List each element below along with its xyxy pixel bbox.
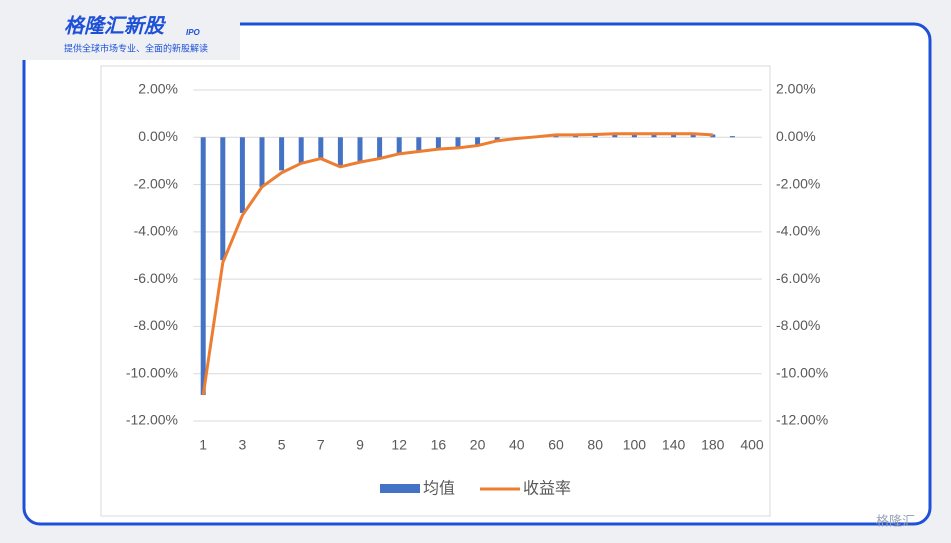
x-tick-label: 7 [317, 437, 325, 453]
bar [337, 137, 343, 166]
y-tick-label: -10.00% [126, 364, 178, 380]
y2-tick-label: -8.00% [776, 317, 820, 333]
legend-label: 收益率 [523, 479, 571, 498]
bar [671, 133, 677, 138]
bar [690, 133, 696, 138]
line [201, 132, 713, 396]
y2-tick-label: -4.00% [776, 223, 820, 239]
bar [631, 133, 637, 138]
bar [239, 137, 245, 213]
bar [298, 137, 304, 164]
watermark: 格隆汇 [876, 514, 915, 530]
x-tick-label: 100 [623, 437, 647, 453]
bar [455, 137, 461, 148]
x-tick-label: 16 [431, 437, 447, 453]
bar [651, 133, 657, 138]
bar [612, 133, 618, 138]
x-tick-label: 9 [356, 437, 364, 453]
y-tick-label: -4.00% [134, 223, 178, 239]
bar [475, 137, 481, 146]
x-tick-label: 400 [740, 437, 764, 453]
x-tick-label: 12 [391, 437, 407, 453]
x-tick-label: 5 [278, 437, 286, 453]
x-tick-label: 40 [509, 437, 525, 453]
y2-tick-label: 2.00% [776, 81, 816, 97]
subtitle: 提供全球市场专业、全面的新股解读 [64, 43, 208, 55]
y2-tick-label: -6.00% [776, 270, 820, 286]
bar [318, 137, 324, 159]
y2-tick-label: -10.00% [776, 364, 828, 380]
bar [435, 137, 441, 150]
y-tick-label: -6.00% [134, 270, 178, 286]
bar [377, 137, 383, 159]
legend-swatch [380, 484, 420, 493]
x-tick-label: 3 [239, 437, 247, 453]
y2-tick-label: -12.00% [776, 412, 828, 428]
plot-area [100, 65, 771, 517]
y-tick-label: 2.00% [138, 81, 178, 97]
y2-tick-label: -2.00% [776, 175, 820, 191]
bar [220, 137, 226, 261]
legend-label: 均值 [423, 479, 455, 498]
bar [592, 134, 598, 138]
x-tick-label: 80 [587, 437, 603, 453]
y-tick-label: -12.00% [126, 412, 178, 428]
x-tick-label: 1 [199, 437, 207, 453]
x-tick-label: 180 [701, 437, 725, 453]
y2-tick-label: 0.00% [776, 128, 816, 144]
bar [279, 137, 285, 171]
bar [200, 137, 206, 395]
bar [553, 136, 559, 138]
x-tick-label: 60 [548, 437, 564, 453]
bar [729, 136, 735, 138]
bar [396, 137, 402, 154]
bar [710, 134, 716, 138]
bar [357, 137, 363, 161]
brand: 格隆汇新股 [64, 14, 166, 38]
y-tick-label: -2.00% [134, 175, 178, 191]
bar [259, 137, 265, 187]
y-tick-label: 0.00% [138, 128, 178, 144]
y-tick-label: -8.00% [134, 317, 178, 333]
x-tick-label: 140 [662, 437, 686, 453]
brand-tag: IPO [186, 28, 201, 37]
header-bg [20, 10, 240, 60]
x-tick-label: 20 [470, 437, 486, 453]
bar [416, 137, 422, 152]
